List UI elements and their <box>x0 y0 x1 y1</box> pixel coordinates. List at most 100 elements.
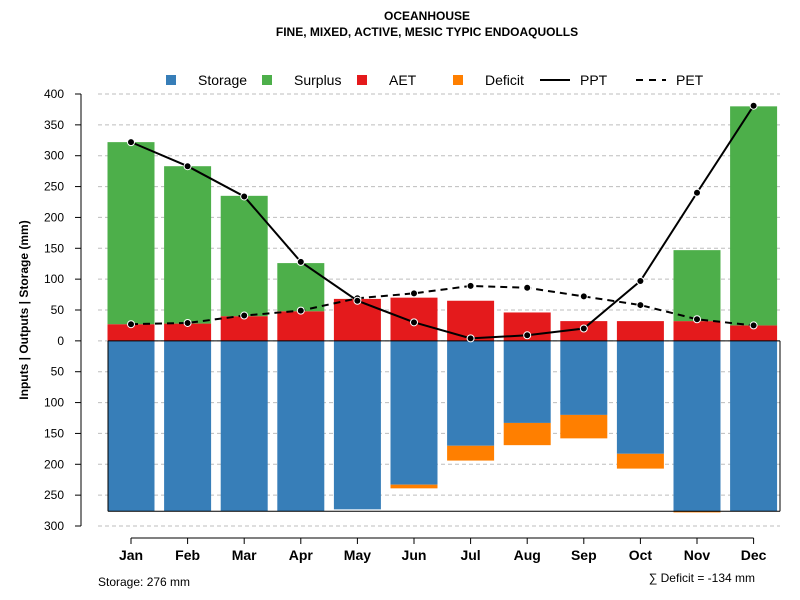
bar-storage-nov <box>673 340 721 512</box>
x-tick-label-jul: Jul <box>460 547 480 563</box>
point-ppt-dec <box>749 101 758 110</box>
bar-surplus-dec <box>730 106 778 326</box>
point-pet-mar <box>240 311 249 320</box>
bar-aet-mar <box>220 316 268 341</box>
bar-surplus-jan <box>107 142 155 325</box>
bar-surplus-apr <box>277 263 325 312</box>
x-tick-label-jun: Jun <box>402 547 427 563</box>
bar-storage-sep <box>560 340 608 415</box>
y-tick-label: 250 <box>44 488 64 502</box>
point-ppt-may <box>353 296 362 305</box>
x-tick-label-sep: Sep <box>571 547 597 563</box>
bar-surplus-mar <box>220 195 268 317</box>
bar-aet-may <box>333 298 381 341</box>
y-tick-label: 0 <box>57 334 64 348</box>
legend-label-pet: PET <box>676 72 704 88</box>
bar-deficit-sep <box>560 414 608 439</box>
legend-label-aet: AET <box>389 72 417 88</box>
bar-storage-apr <box>277 340 325 512</box>
x-tick-label-aug: Aug <box>514 547 541 563</box>
x-tick-label-oct: Oct <box>629 547 653 563</box>
y-tick-label: 300 <box>44 519 64 533</box>
point-ppt-jun <box>410 318 418 327</box>
x-tick-label-feb: Feb <box>175 547 200 563</box>
chart-subtitle: FINE, MIXED, ACTIVE, MESIC TYPIC ENDOAQU… <box>276 25 578 39</box>
point-ppt-mar <box>240 192 249 201</box>
point-ppt-jul <box>466 334 475 343</box>
bar-storage-jan <box>107 340 155 512</box>
y-tick-label: 50 <box>51 303 65 317</box>
x-tick-label-dec: Dec <box>741 547 767 563</box>
y-tick-label: 100 <box>44 272 64 286</box>
point-pet-jan <box>127 320 135 329</box>
axes: 400 350 300 250 200 150 100 50 0 50 100 150 200 250 30… <box>44 87 767 563</box>
x-tick-label-nov: Nov <box>684 547 711 563</box>
storage-footnote: Storage: 276 mm <box>98 575 190 589</box>
bar-deficit-nov <box>673 511 721 513</box>
y-tick-label: 300 <box>44 149 64 163</box>
point-pet-feb <box>183 318 192 327</box>
y-axis-label: Inputs | Outputs | Storage (mm) <box>17 220 31 399</box>
point-pet-oct <box>636 301 645 310</box>
line-pet <box>130 284 754 327</box>
y-tick-label: 250 <box>44 180 64 194</box>
x-tick-label-jan: Jan <box>119 547 143 563</box>
bar-surplus-nov <box>673 250 721 322</box>
bar-storage-aug <box>503 340 551 423</box>
bar-aet-dec <box>730 325 778 341</box>
bar-aet-apr <box>277 311 325 341</box>
deficit-footnote: ∑ Deficit = -134 mm <box>649 571 755 585</box>
legend: Storage Surplus AET Deficit PPT PET <box>166 72 704 88</box>
bar-storage-feb <box>164 340 212 512</box>
bar-storage-may <box>333 340 381 510</box>
bar-deficit-oct <box>616 453 664 469</box>
point-pet-aug <box>523 283 532 292</box>
bar-aet-oct <box>616 321 664 341</box>
bar-aet-jan <box>107 324 155 341</box>
bar-deficit-jun <box>390 484 438 489</box>
legend-swatch-aet <box>357 75 367 85</box>
point-ppt-aug <box>523 331 532 340</box>
point-ppt-oct <box>636 276 645 285</box>
legend-swatch-surplus <box>262 75 272 85</box>
y-tick-label: 50 <box>51 365 65 379</box>
point-ppt-feb <box>183 162 192 171</box>
legend-label-deficit: Deficit <box>485 72 524 88</box>
point-pet-sep <box>579 292 588 301</box>
point-ppt-nov <box>693 188 701 197</box>
bar-deficit-jul <box>447 445 495 461</box>
bar-storage-oct <box>616 340 664 454</box>
legend-swatch-deficit <box>453 75 463 85</box>
point-ppt-jan <box>127 138 135 147</box>
point-pet-apr <box>296 306 305 315</box>
y-tick-label: 400 <box>44 87 64 101</box>
point-pet-dec <box>749 321 758 330</box>
legend-label-surplus: Surplus <box>294 72 341 88</box>
point-pet-nov <box>693 315 701 324</box>
bar-deficit-aug <box>503 422 551 446</box>
legend-swatch-storage <box>166 75 176 85</box>
point-ppt-sep <box>579 324 588 333</box>
bar-storage-jul <box>447 340 495 446</box>
line-ppt <box>130 105 755 340</box>
x-tick-label-mar: Mar <box>232 547 257 563</box>
y-tick-label: 200 <box>44 457 64 471</box>
point-pet-jun <box>410 289 418 298</box>
point-pet-jul <box>466 281 475 290</box>
x-tick-label-may: May <box>344 547 371 563</box>
x-tick-label-apr: Apr <box>289 547 314 563</box>
legend-label-storage: Storage <box>198 72 247 88</box>
chart-title: OCEANHOUSE <box>384 9 470 23</box>
y-tick-label: 150 <box>44 241 64 255</box>
bar-aet-nov <box>673 321 721 341</box>
legend-label-ppt: PPT <box>580 72 608 88</box>
bar-aet-feb <box>164 323 212 341</box>
bars <box>107 106 781 513</box>
y-tick-label: 200 <box>44 210 64 224</box>
bar-surplus-feb <box>164 166 212 324</box>
bar-storage-dec <box>730 340 778 512</box>
bar-storage-mar <box>220 340 268 512</box>
point-ppt-apr <box>296 257 305 266</box>
lines <box>127 101 758 343</box>
y-tick-label: 100 <box>44 396 64 410</box>
